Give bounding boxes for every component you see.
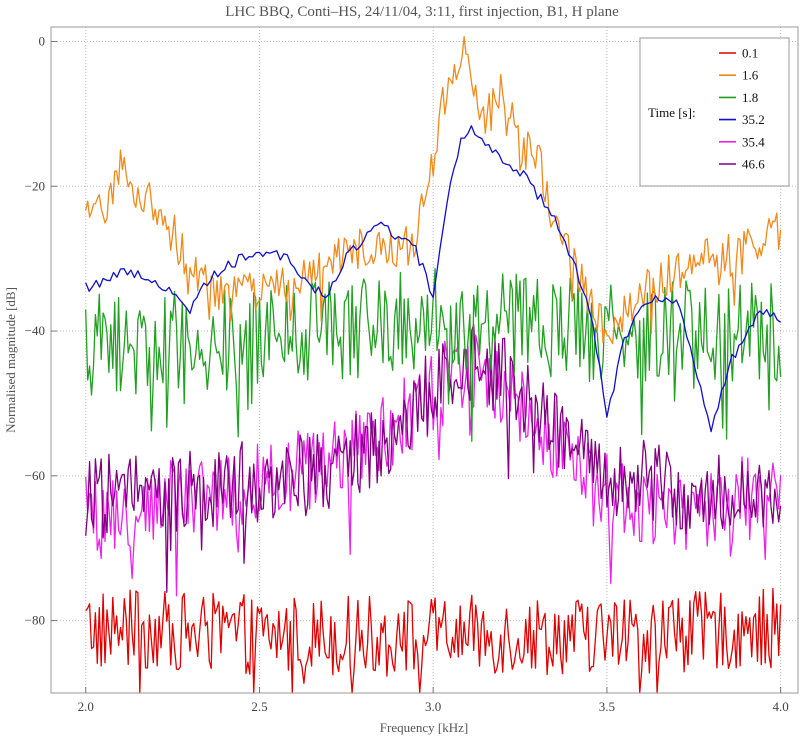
x-tick-label: 3.5 [599,699,615,714]
series-line-35-4 [85,334,782,597]
x-axis-title: Frequency [kHz] [380,720,468,735]
x-tick-label: 4.0 [773,699,789,714]
plot-frame [50,26,799,694]
legend-label: 46.6 [742,157,765,172]
x-tick-label: 2.0 [78,699,94,714]
x-tick-label: 3.0 [425,699,441,714]
series-line-1-6 [85,36,782,345]
legend-label: 0.1 [742,46,758,61]
series-line-0-1 [85,587,782,694]
legend-box [639,37,790,187]
y-axis-title: Normalised magnitude [dB] [3,287,18,433]
legend-label: 1.8 [742,90,758,105]
x-tick-label: 2.5 [251,699,267,714]
series-layer [85,36,782,694]
axis-ticks: 2.0 2.5 3.0 3.5 4.0 0 −20 −40 −60 −80 [25,33,789,714]
y-tick-label: −80 [25,613,45,628]
series-line-35-2 [85,125,781,433]
legend-entries: 0.1 1.6 1.8 35.2 35.4 46.6 [719,46,765,172]
legend-label: 35.4 [742,134,765,149]
legend-label: 35.2 [742,112,765,127]
y-tick-label: −60 [25,468,45,483]
y-tick-label: −40 [25,323,45,338]
chart-title: LHC BBQ, Conti–HS, 24/11/04, 3:11, first… [225,4,619,20]
y-tick-label: −20 [25,178,45,193]
legend-title: Time [s]: [648,105,696,120]
legend-label: 1.6 [742,68,759,83]
series-line-46-6 [85,323,782,593]
y-tick-label: 0 [39,33,46,48]
legend: Time [s]: 0.1 1.6 1.8 35.2 35.4 46.6 [639,37,790,187]
grid [51,27,798,693]
